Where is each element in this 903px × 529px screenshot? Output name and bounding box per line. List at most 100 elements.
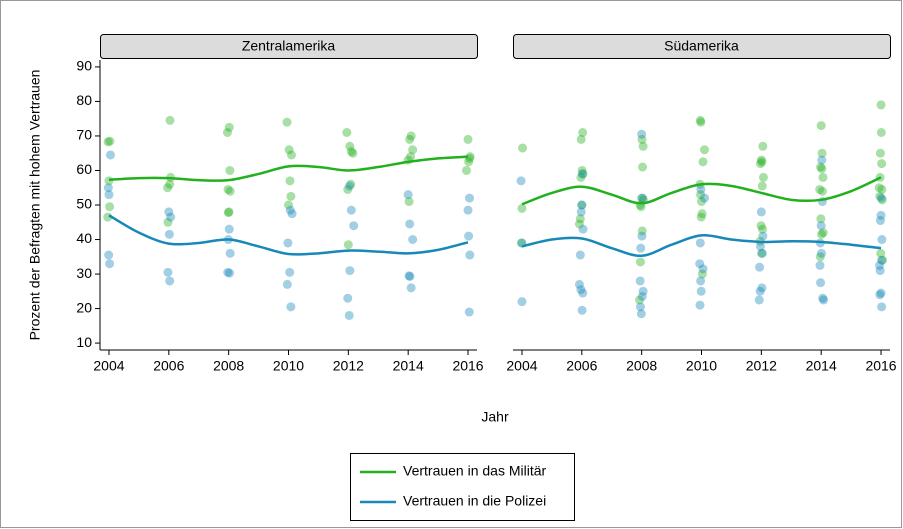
y-tick-label: 90 xyxy=(76,58,92,74)
point xyxy=(224,207,234,217)
point xyxy=(406,131,416,141)
point xyxy=(578,288,588,298)
x-tick-label: 2016 xyxy=(865,358,896,374)
point xyxy=(284,200,293,210)
point xyxy=(516,176,526,186)
point xyxy=(637,291,647,301)
point xyxy=(695,115,705,125)
point xyxy=(284,145,294,155)
x-tick-label: 2010 xyxy=(273,358,304,374)
point xyxy=(635,257,645,267)
point xyxy=(817,155,827,165)
point xyxy=(816,278,826,288)
point xyxy=(346,146,356,156)
point xyxy=(105,150,115,160)
point xyxy=(164,229,174,239)
point xyxy=(574,219,584,229)
point xyxy=(344,310,354,320)
point xyxy=(698,264,708,274)
point xyxy=(105,136,115,146)
point xyxy=(464,307,474,317)
point xyxy=(403,190,413,200)
point xyxy=(285,205,295,215)
legend-label: Vertrauen in das Militär xyxy=(403,463,547,479)
point xyxy=(637,226,647,236)
point xyxy=(755,159,765,169)
point xyxy=(404,197,414,207)
point xyxy=(816,162,826,172)
point xyxy=(406,283,416,293)
point xyxy=(223,184,233,194)
point xyxy=(578,169,588,179)
x-axis-label: Jahr xyxy=(481,409,509,425)
point xyxy=(757,283,767,293)
point xyxy=(343,240,353,250)
point xyxy=(464,157,474,167)
point xyxy=(699,193,709,203)
point xyxy=(877,302,887,312)
point xyxy=(343,184,353,194)
x-tick-label: 2012 xyxy=(333,358,364,374)
y-tick-label: 40 xyxy=(76,230,92,246)
point xyxy=(695,259,705,269)
point xyxy=(636,202,646,212)
point xyxy=(465,250,475,260)
point xyxy=(815,184,825,194)
point xyxy=(758,231,768,241)
x-tick-label: 2014 xyxy=(393,358,424,374)
y-tick-label: 50 xyxy=(76,196,92,212)
point xyxy=(282,117,292,127)
point xyxy=(578,224,588,234)
x-tick-label: 2004 xyxy=(506,358,537,374)
point xyxy=(818,228,828,238)
point xyxy=(696,286,706,296)
point xyxy=(696,184,706,194)
x-tick-label: 2016 xyxy=(452,358,483,374)
point xyxy=(576,285,586,295)
point xyxy=(637,231,647,241)
point xyxy=(286,191,296,201)
x-tick-label: 2014 xyxy=(806,358,837,374)
point xyxy=(757,181,767,191)
point xyxy=(103,183,113,193)
x-tick-label: 2008 xyxy=(213,358,244,374)
point xyxy=(463,134,473,144)
point xyxy=(405,271,415,281)
point xyxy=(758,141,768,151)
point xyxy=(576,134,586,144)
trend-line xyxy=(108,155,469,182)
point xyxy=(695,300,705,310)
trend-line xyxy=(521,234,882,258)
point xyxy=(637,193,647,203)
point xyxy=(875,260,885,270)
trend-line xyxy=(108,214,469,256)
point xyxy=(816,221,826,231)
point xyxy=(638,286,648,296)
y-axis-label: Prozent der Befragten mit hohem Vertraue… xyxy=(27,70,43,341)
point xyxy=(405,219,415,229)
point xyxy=(698,157,708,167)
point xyxy=(223,208,233,218)
point xyxy=(816,121,826,131)
point xyxy=(462,165,472,175)
point xyxy=(103,137,113,147)
point xyxy=(225,165,235,175)
point xyxy=(815,252,825,262)
point xyxy=(757,248,767,258)
point xyxy=(345,181,355,191)
x-tick-label: 2004 xyxy=(93,358,124,374)
point xyxy=(635,302,645,312)
point xyxy=(757,248,767,258)
point xyxy=(876,288,886,298)
point xyxy=(877,159,887,169)
point xyxy=(346,205,356,215)
panel-title: Zentralamerika xyxy=(242,38,336,54)
point xyxy=(463,205,473,215)
point xyxy=(349,221,359,231)
point xyxy=(877,195,887,205)
point xyxy=(577,169,587,179)
x-tick-label: 2008 xyxy=(626,358,657,374)
point xyxy=(697,269,707,279)
